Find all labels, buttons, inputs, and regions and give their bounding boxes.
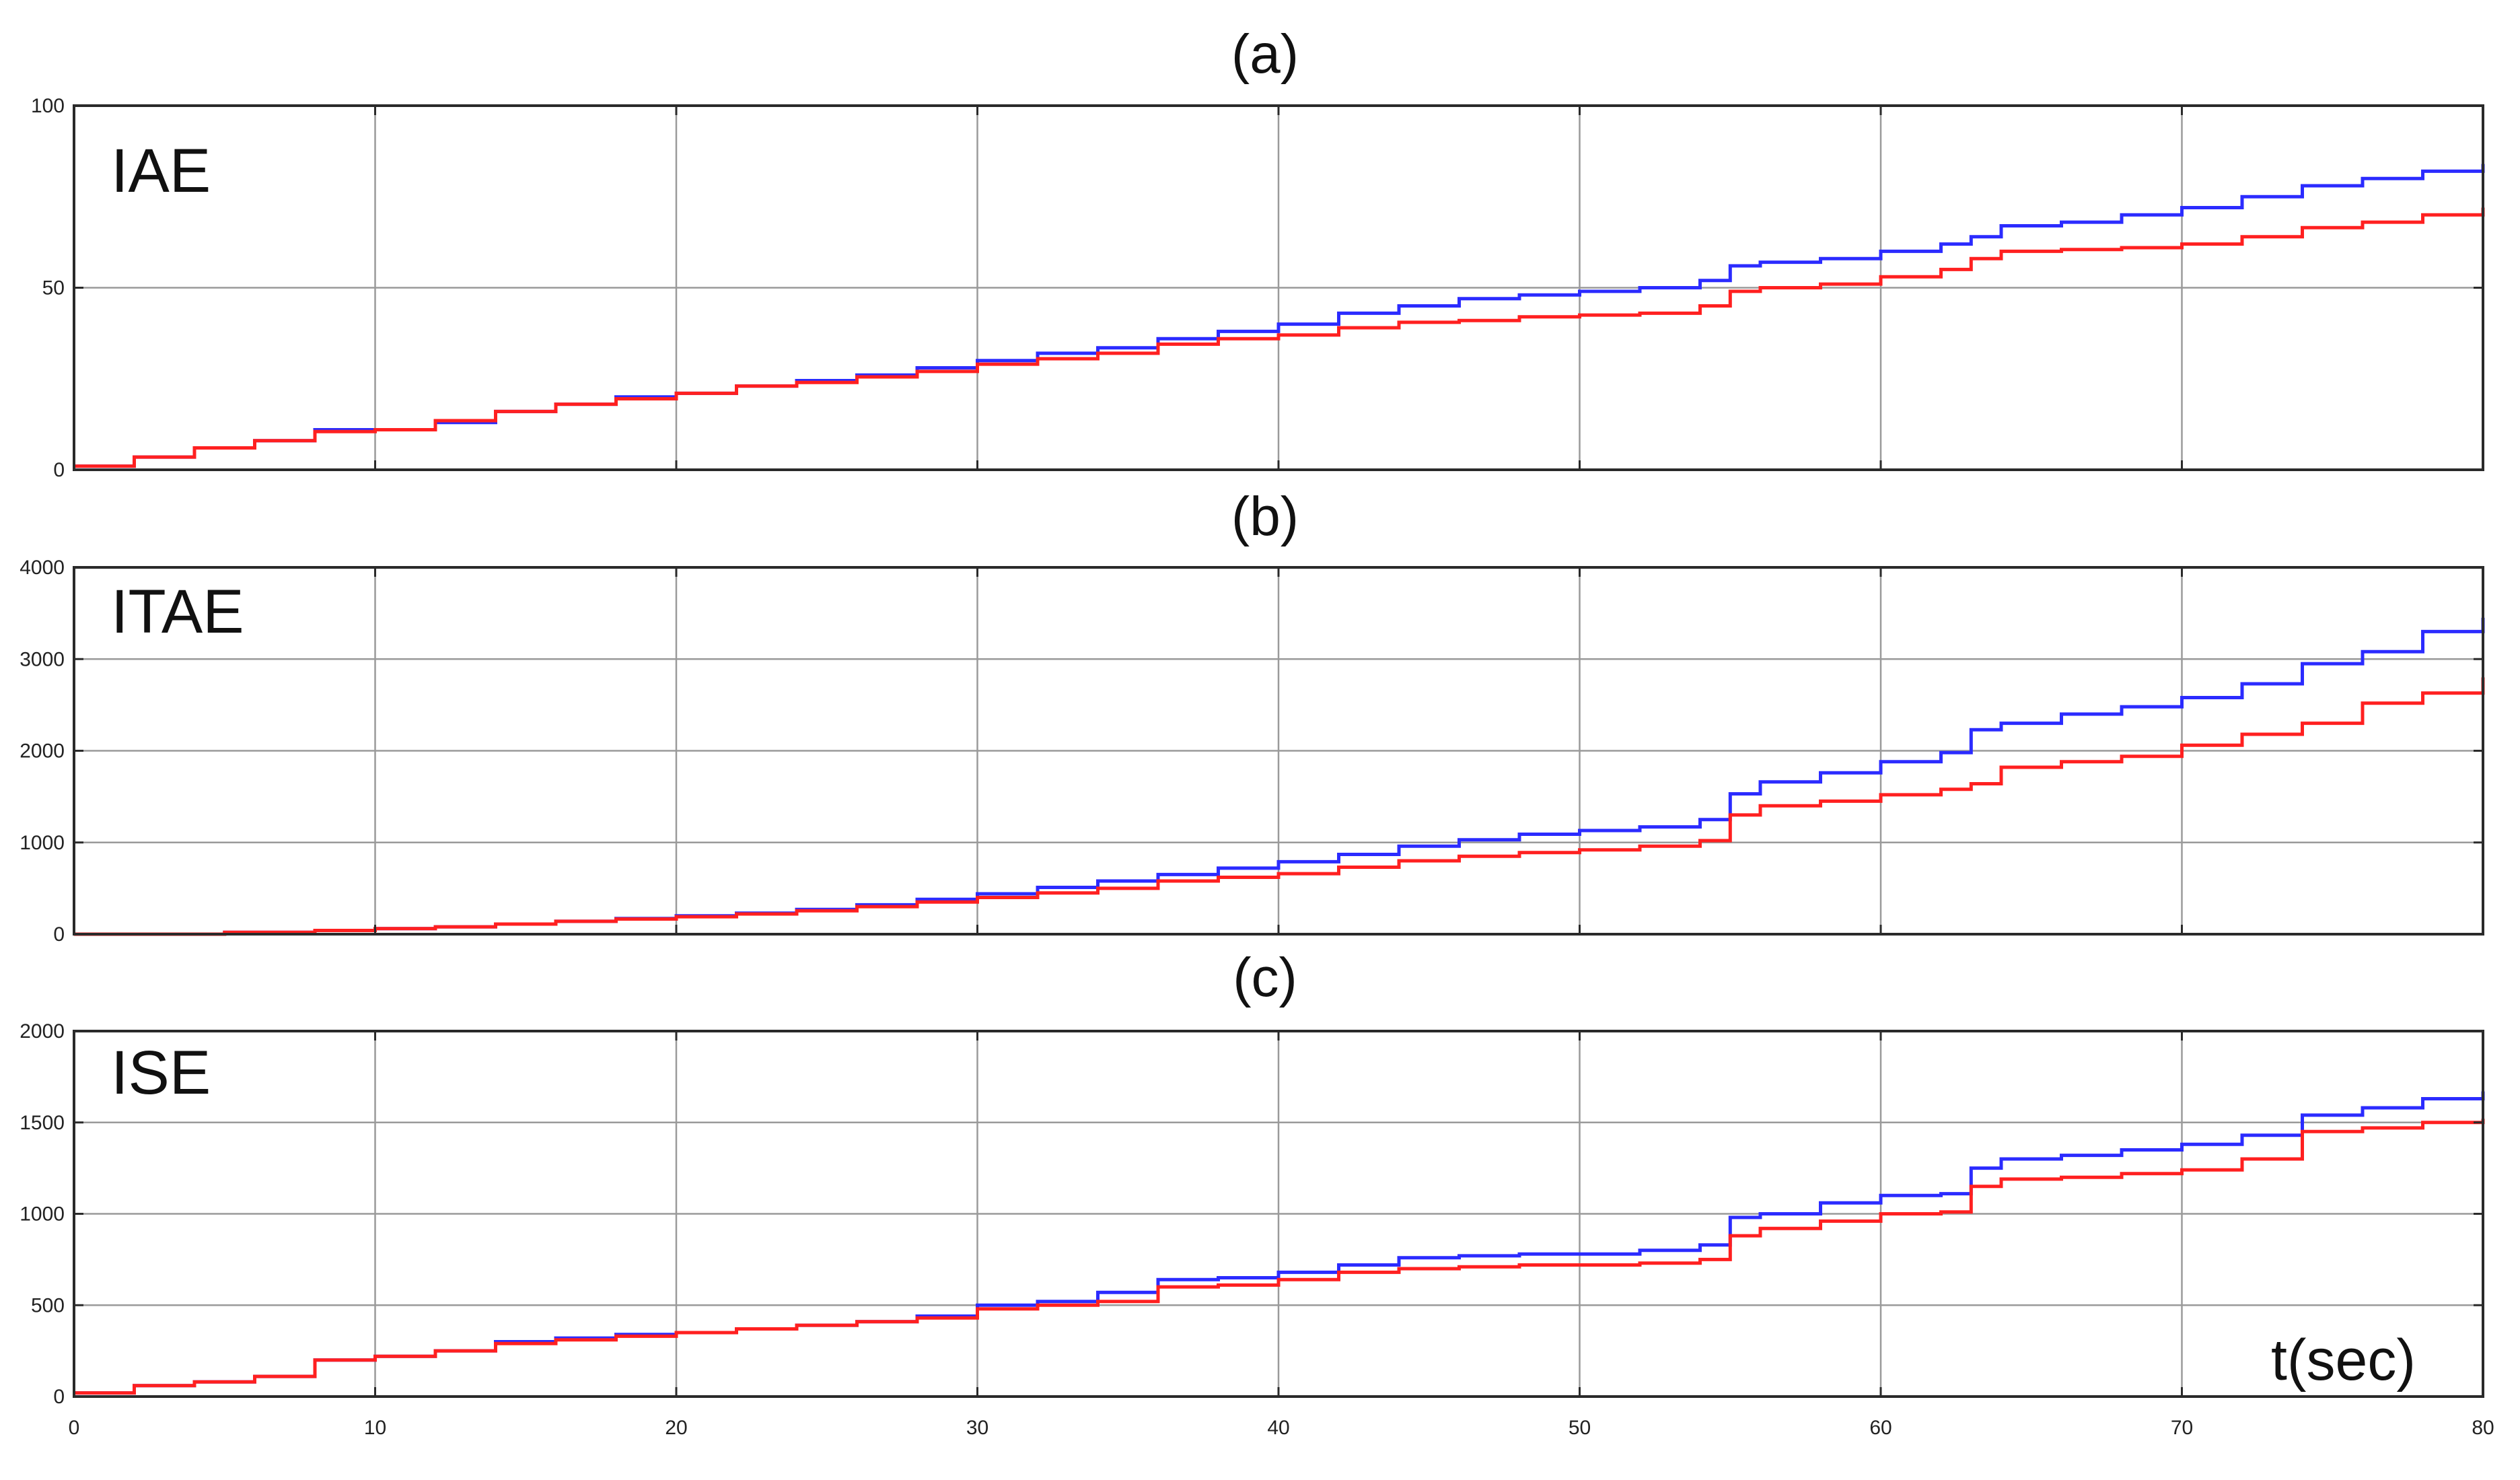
chart-panel-3: 0 500 1000 1500 2000 0 10 20 30 40 50 60 70 80 (c) ISE t… (20, 947, 2494, 1439)
x-tick-label: 20 (665, 1417, 687, 1439)
series-line-red (74, 207, 2485, 468)
y-tick-label: 500 (31, 1294, 65, 1316)
y-tick-label: 1500 (20, 1112, 65, 1134)
y-tick-label: 3000 (20, 648, 65, 670)
chart-panel-2: 0 1000 2000 3000 4000 (b) ITAE (20, 486, 2485, 946)
panel-annotation: IAE (111, 137, 211, 205)
panels: 050100(a)IAE01000200030004000(b)ITAE0500… (20, 24, 2494, 1439)
y-tick-label: 50 (42, 277, 65, 299)
y-tick-label: 0 (53, 923, 65, 946)
y-tick-label: 2000 (20, 740, 65, 763)
series-line-red (74, 1119, 2485, 1395)
x-tick-label: 40 (1267, 1417, 1289, 1439)
y-tick-label: 1000 (20, 1203, 65, 1226)
panel-annotation: ISE (111, 1038, 211, 1107)
y-tick-label: 1000 (20, 832, 65, 854)
x-tick-label: 80 (2472, 1417, 2494, 1439)
x-tick-label: 10 (364, 1417, 386, 1439)
series-line-red (74, 677, 2485, 936)
y-tick-label: 0 (53, 459, 65, 481)
y-tick-label: 0 (53, 1386, 65, 1408)
x-tick-label: 0 (69, 1417, 80, 1439)
chart-panel-1: 0 50 100 (a) IAE (31, 24, 2485, 481)
y-tick-label: 2000 (20, 1020, 65, 1043)
panel-annotation: ITAE (111, 577, 244, 646)
panel-title: (c) (1233, 947, 1297, 1008)
panel-title: (b) (1231, 486, 1299, 547)
x-tick-label: 60 (1869, 1417, 1892, 1439)
x-tick-label: 30 (966, 1417, 988, 1439)
x-tick-label: 50 (1569, 1417, 1591, 1439)
y-tick-label: 4000 (20, 557, 65, 579)
x-axis-unit-label: t(sec) (2271, 1328, 2416, 1393)
x-tick-label: 70 (2171, 1417, 2193, 1439)
panel-title: (a) (1231, 24, 1299, 85)
y-tick-label: 100 (31, 95, 65, 117)
